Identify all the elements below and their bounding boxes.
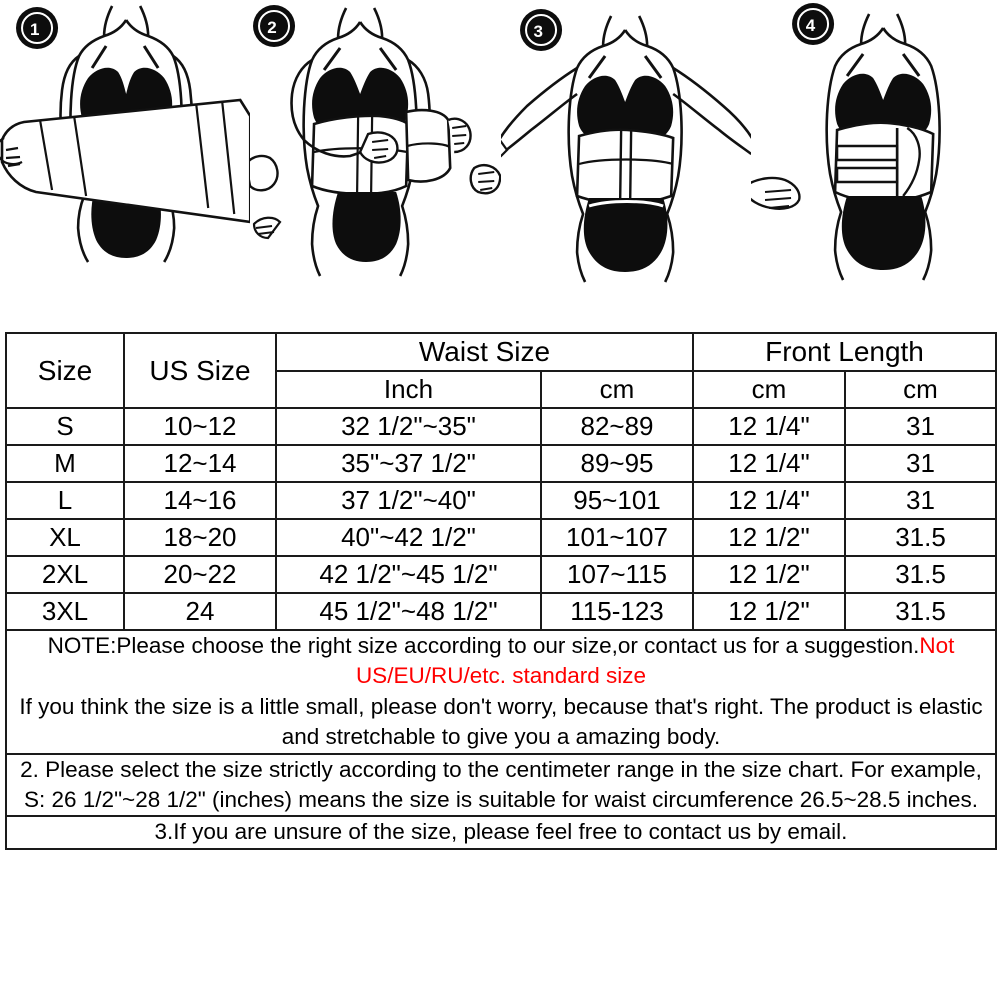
cell-us-size: 10~12 [123,407,277,446]
cell-front-length-inch: 12 1/4" [692,481,846,520]
note-1-warning: Not US/EU/RU/etc. standard size [355,633,955,689]
column-header-size: Size [5,332,125,409]
step-number-1: 1 [30,20,40,39]
illustration-panel-1: 1 [0,0,251,300]
cell-waist-inch: 45 1/2"~48 1/2" [275,592,542,631]
table-row: 2XL 20~22 42 1/2"~45 1/2" 107~115 12 1/2… [5,555,997,594]
step-number-4: 4 [805,16,816,35]
size-chart-table: Size US Size Waist Size Front Length Inc… [5,332,997,850]
table-row: S 10~12 32 1/2"~35" 82~89 12 1/4" 31 [5,407,997,446]
table-row: XL 18~20 40"~42 1/2" 101~107 12 1/2" 31.… [5,518,997,557]
cell-waist-cm: 101~107 [540,518,694,557]
column-header-waist-size: Waist Size [275,332,694,372]
cell-us-size: 18~20 [123,518,277,557]
cell-size: XL [5,518,125,557]
cell-front-length-inch: 12 1/4" [692,407,846,446]
column-subheader-waist-inch: Inch [275,370,542,409]
note-block-2: 2. Please select the size strictly accor… [5,752,997,818]
cell-size: S [5,407,125,446]
cell-waist-cm: 89~95 [540,444,694,483]
cell-size: M [5,444,125,483]
note-row-1: NOTE:Please choose the right size accord… [5,629,997,755]
note-block-3: 3.If you are unsure of the size, please … [5,815,997,850]
note-1-text-a: NOTE:Please choose the right size accord… [47,633,920,658]
cell-front-length-cm: 31 [844,444,997,483]
cell-size: 3XL [5,592,125,631]
cell-front-length-inch: 12 1/2" [692,555,846,594]
cell-front-length-inch: 12 1/2" [692,518,846,557]
column-header-front-length: Front Length [692,332,997,372]
cell-front-length-cm: 31 [844,481,997,520]
table-row: 3XL 24 45 1/2"~48 1/2" 115-123 12 1/2" 3… [5,592,997,631]
column-header-us-size: US Size [123,332,277,409]
cell-waist-inch: 40"~42 1/2" [275,518,542,557]
step-1-figure-icon [0,5,251,263]
cell-front-length-inch: 12 1/2" [692,592,846,631]
cell-waist-inch: 42 1/2"~45 1/2" [275,555,542,594]
step-number-2: 2 [267,18,277,37]
cell-us-size: 20~22 [123,555,277,594]
cell-waist-inch: 32 1/2"~35" [275,407,542,446]
cell-waist-inch: 35"~37 1/2" [275,444,542,483]
table-row: L 14~16 37 1/2"~40" 95~101 12 1/4" 31 [5,481,997,520]
cell-waist-cm: 82~89 [540,407,694,446]
column-subheader-front-cm-1: cm [692,370,846,409]
illustration-panel-4: 4 [750,0,1001,300]
step-number-3: 3 [533,22,543,41]
note-row-2: 2. Please select the size strictly accor… [5,752,997,818]
cell-us-size: 12~14 [123,444,277,483]
note-1-text-b: If you think the size is a little small,… [19,693,983,750]
instruction-illustrations: 1 [0,0,1001,300]
note-row-3: 3.If you are unsure of the size, please … [5,815,997,850]
cell-front-length-cm: 31.5 [844,555,997,594]
cell-size: 2XL [5,555,125,594]
cell-waist-cm: 107~115 [540,555,694,594]
table-header-row-top: Size US Size Waist Size Front Length [5,332,997,409]
cell-waist-inch: 37 1/2"~40" [275,481,542,520]
cell-us-size: 14~16 [123,481,277,520]
note-block-1: NOTE:Please choose the right size accord… [5,629,997,755]
illustration-panel-2: 2 [250,0,501,300]
cell-front-length-cm: 31.5 [844,592,997,631]
illustration-panel-3: 3 [500,0,751,300]
cell-us-size: 24 [123,592,277,631]
step-2-figure-icon [250,5,501,277]
table-row: M 12~14 35"~37 1/2" 89~95 12 1/4" 31 [5,444,997,483]
cell-front-length-inch: 12 1/4" [692,444,846,483]
cell-front-length-cm: 31 [844,407,997,446]
cell-waist-cm: 115-123 [540,592,694,631]
column-subheader-front-cm-2: cm [844,370,997,409]
cell-size: L [5,481,125,520]
cell-front-length-cm: 31.5 [844,518,997,557]
step-3-figure-icon [500,9,751,283]
cell-waist-cm: 95~101 [540,481,694,520]
table-header-row-sub: Inch cm cm cm [6,370,997,409]
step-4-figure-icon [750,3,941,281]
column-subheader-waist-cm: cm [540,370,694,409]
